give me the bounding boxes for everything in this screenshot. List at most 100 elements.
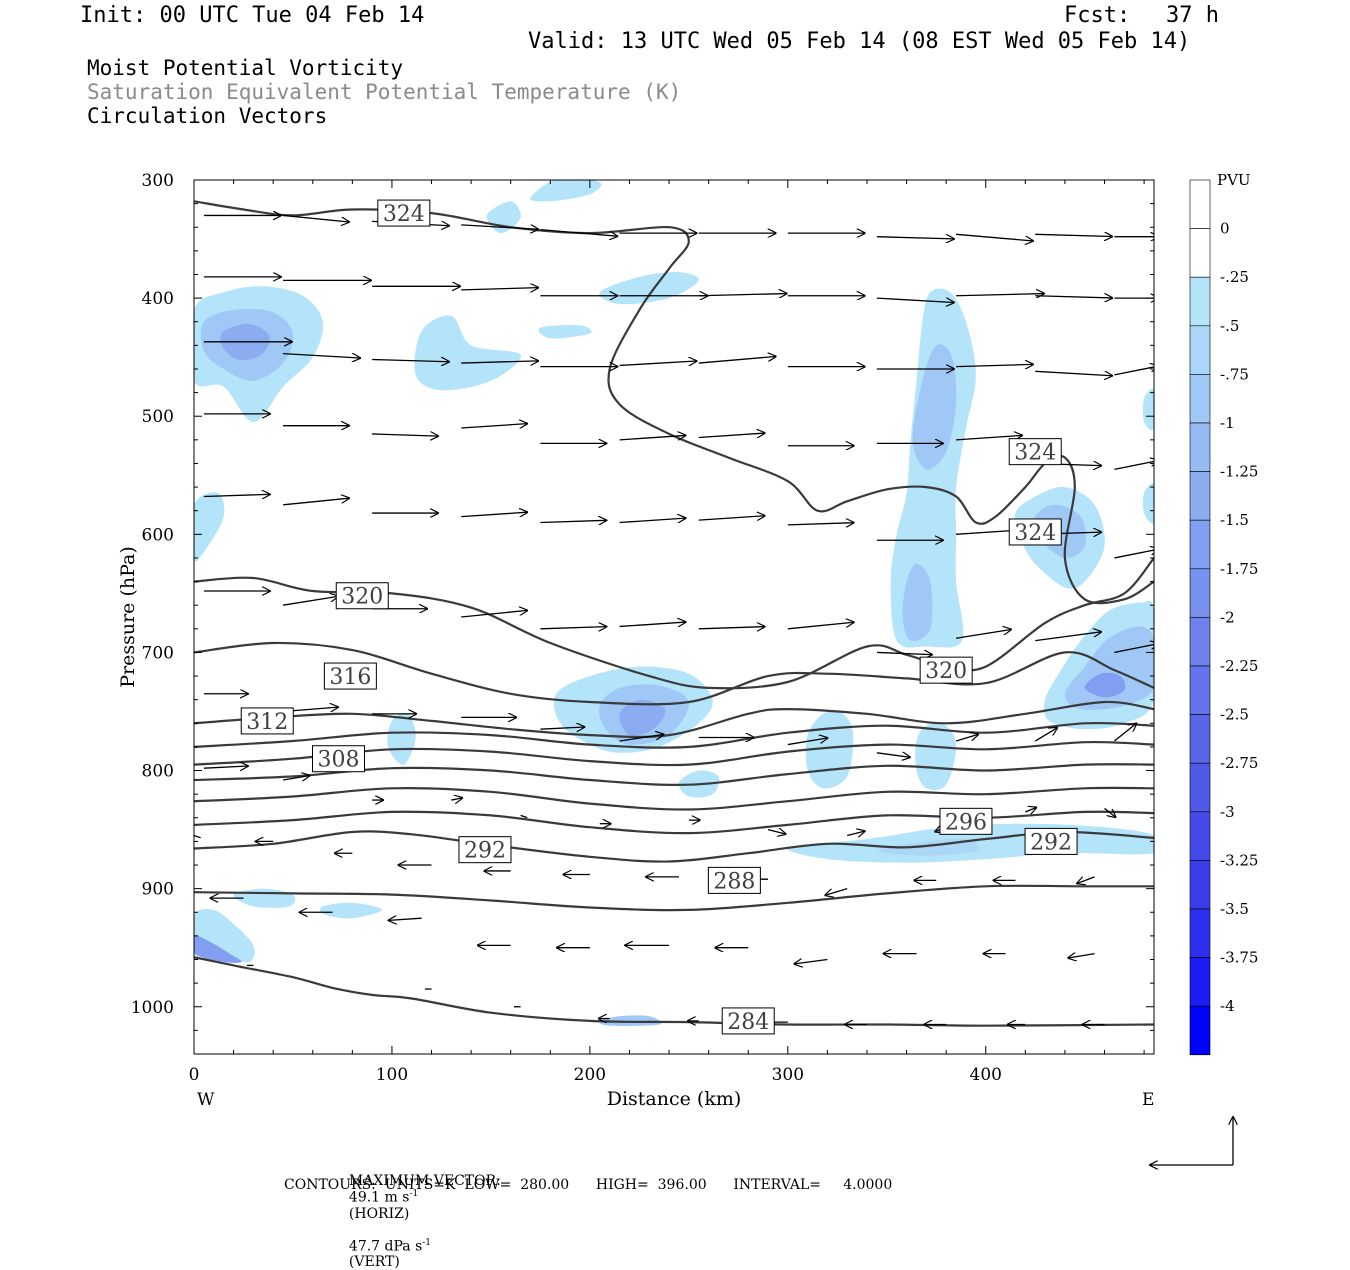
- pv-region: [902, 563, 933, 642]
- y-tick-label: 1000: [131, 998, 174, 1018]
- pv-region: [530, 180, 602, 202]
- colorbar-label: -2.75: [1220, 754, 1258, 772]
- contour-label: 316: [329, 665, 371, 690]
- horiz-exp: -1: [409, 1189, 419, 1199]
- colorbar-label: -.75: [1220, 365, 1249, 383]
- contour-label: 324: [383, 202, 425, 227]
- circulation-vector: [520, 814, 528, 819]
- contour-label: 292: [1030, 830, 1072, 855]
- x-axis-label: Distance (km): [607, 1088, 742, 1110]
- colorbar-swatch: [1189, 908, 1211, 958]
- axes: 0 100 200 300 400 300 400 500 600 700 800 900 1000: [131, 171, 1154, 1085]
- contour-label-box: [939, 807, 993, 835]
- y-tick-label: 500: [142, 407, 174, 427]
- circulation-vector: [698, 627, 765, 629]
- circulation-vector: [876, 753, 910, 757]
- pv-region: [1084, 672, 1126, 698]
- contour-info: CONTOURS: UNITS=K LOW= 280.00 HIGH= 396.…: [284, 1177, 893, 1193]
- circulation-vector: [956, 294, 1044, 296]
- y-tick-label: 400: [142, 289, 174, 309]
- colorbar-label: -.5: [1220, 317, 1239, 335]
- colorbar-label: -1: [1220, 414, 1235, 432]
- horiz-tag: (HORIZ): [348, 1205, 410, 1222]
- circulation-vector: [1034, 728, 1057, 742]
- circulation-vector: [461, 224, 538, 229]
- pv-region: [599, 1015, 662, 1026]
- colorbar-label: -.25: [1220, 268, 1249, 286]
- contour-label-box: [1024, 827, 1078, 855]
- x-tick-label: 0: [189, 1065, 200, 1085]
- pv-region: [538, 324, 592, 339]
- vert-exp: -1: [422, 1237, 432, 1248]
- y-tick-label: 700: [142, 643, 174, 663]
- colorbar-swatch: [1189, 422, 1211, 472]
- circulation-vector: [1114, 366, 1154, 376]
- contour-label: 320: [341, 585, 383, 610]
- max-vector-label: MAXIMUM VECTOR:: [348, 1173, 501, 1189]
- circulation-vector: [876, 652, 932, 654]
- vert-tag: (VERT): [348, 1254, 400, 1270]
- circulation-vector: [194, 834, 201, 839]
- circulation-vector: [767, 830, 786, 834]
- circulation-vector: [1035, 632, 1101, 642]
- contour-288: [194, 884, 1154, 912]
- contour-label: 324: [1014, 521, 1056, 546]
- circulation-vector: [461, 288, 538, 290]
- pv-region: [1142, 483, 1154, 524]
- contour-label-box: [721, 1007, 775, 1035]
- circulation-vector: [461, 424, 527, 429]
- circulation-vector: [956, 233, 1033, 241]
- colorbar-swatch: [1189, 957, 1211, 1007]
- forecast-hours: 37 h: [1166, 3, 1219, 28]
- contour-label: 312: [246, 710, 288, 735]
- circulation-vector: [1025, 807, 1036, 811]
- contour-label-box: [458, 836, 512, 864]
- plot-frame: [193, 179, 1155, 1055]
- title-mpv: Moist Potential Vorticity: [87, 56, 404, 80]
- circulation-vector: [1077, 876, 1095, 884]
- colorbar: PVU 0 -.25 -.5 -.75 -1 -1.25 -1.5 -1.75 -2 -2.25 -2…: [1189, 171, 1258, 1056]
- pv-region: [599, 271, 699, 305]
- circulation-vector: [1114, 461, 1154, 471]
- circulation-vector: [956, 364, 1033, 366]
- x-tick-label: 200: [574, 1065, 606, 1085]
- circulation-vector: [1114, 723, 1136, 742]
- contour-label-box: [377, 199, 431, 227]
- circulation-vector: [787, 523, 854, 525]
- contour-312: [194, 700, 1154, 739]
- contour-label-box: [323, 662, 377, 690]
- circulation-vector: [540, 228, 617, 237]
- contour-316: [194, 641, 1154, 706]
- circulation-vector: [1114, 549, 1154, 559]
- x-tick-label: 300: [772, 1065, 804, 1085]
- contour-label-box: [311, 745, 365, 773]
- pv-region: [890, 288, 976, 648]
- circulation-vector: [876, 237, 954, 239]
- y-tick-label: 900: [142, 880, 174, 900]
- colorbar-label: -3: [1220, 803, 1235, 821]
- circulation-vector: [698, 433, 765, 439]
- vert-max-value: 47.7 dPa s: [348, 1238, 423, 1255]
- circulation-vector: [619, 622, 686, 628]
- circulation-vector: [619, 435, 686, 441]
- circulation-vector: [372, 360, 449, 362]
- pv-region: [319, 902, 382, 919]
- circulation-vector: [283, 498, 349, 506]
- circulation-vector: [956, 435, 1022, 441]
- colorbar-swatch: [1189, 762, 1211, 813]
- y-tick-label: 800: [142, 762, 174, 782]
- max-vector-line: MAXIMUM VECTOR: 49.1 m s-1 (HORIZ) 47.7 …: [340, 1157, 501, 1270]
- pv-region: [912, 344, 957, 470]
- y-axis-label: Pressure (hPa): [117, 546, 139, 688]
- colorbar-label: 0: [1220, 220, 1230, 238]
- circulation-vector: [451, 798, 462, 800]
- contour-292: [194, 830, 1154, 863]
- colorbar-label: -3.75: [1220, 949, 1258, 967]
- colorbar-label: -4: [1220, 997, 1235, 1015]
- contour-label: 308: [317, 748, 359, 773]
- pv-region: [387, 712, 416, 765]
- circulation-vector: [787, 622, 854, 630]
- pv-region: [619, 699, 666, 736]
- circulation-vector: [1035, 234, 1112, 236]
- circulation-vectors: [194, 215, 1154, 1024]
